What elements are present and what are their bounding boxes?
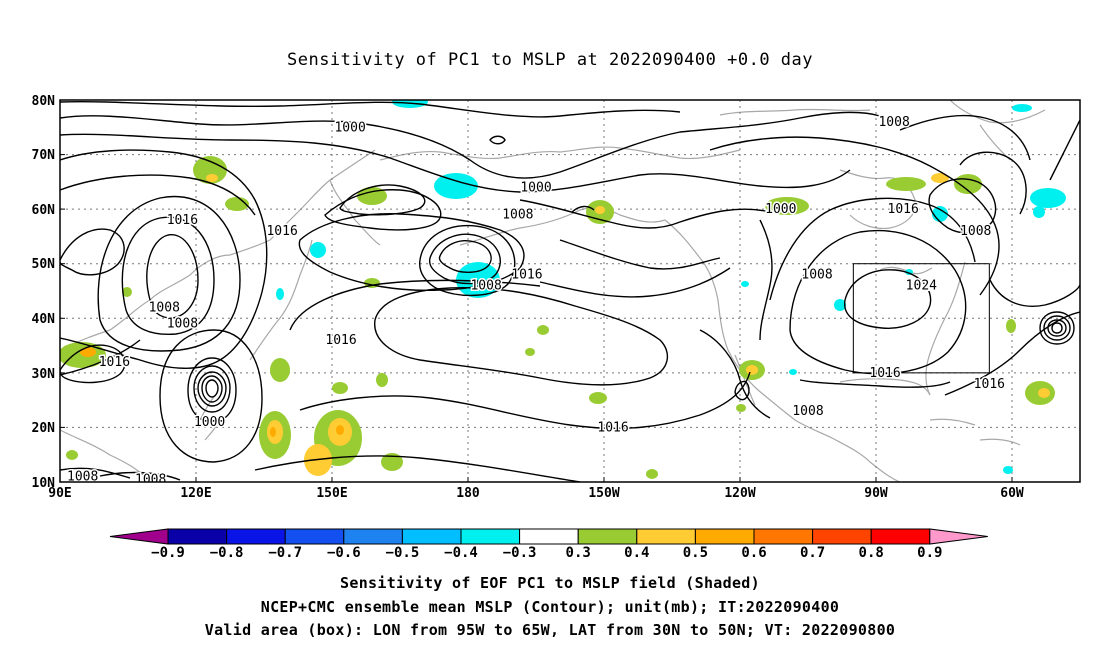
colorbar-max-arrow [929,528,988,545]
colorbar-label: −0.7 [268,545,302,561]
lat-tick-label: 10N [32,476,56,491]
colorbar-swatch [460,528,521,545]
colorbar-label: −0.8 [210,545,244,561]
lat-tick-label: 70N [32,148,56,163]
contour-label: 1016 [99,355,130,370]
lon-tick-label: 90W [864,486,888,501]
mslp-contours [60,100,1080,482]
contour-label: 1016 [597,420,628,435]
caption-valid-area: Valid area (box): LON from 95W to 65W, L… [204,621,896,639]
colorbar-swatch [636,528,696,545]
lat-tick-label: 80N [32,94,56,109]
colorbar-swatch [694,528,755,545]
lon-tick-label: 120E [180,486,211,501]
lat-axis: 80N 70N 60N 50N 40N 30N 20N 10N [32,94,65,491]
lat-tick-label: 60N [32,203,56,218]
lon-tick-label: 120W [724,486,755,501]
contour-label: 1008 [167,317,198,332]
contour-label: 1016 [167,213,198,228]
contour-label: 1000 [765,202,796,217]
colorbar-label: −0.4 [444,545,478,561]
lat-tick-label: 40N [32,312,56,327]
contour-label: 1016 [511,268,542,283]
caption-shading: Sensitivity of EOF PC1 to MSLP field (Sh… [340,574,760,592]
sensitivity-shading [60,100,1066,479]
lon-tick-label: 150W [588,486,619,501]
colorbar-label: −0.9 [151,545,185,561]
colorbar-swatch [401,528,462,545]
contour-label: 1008 [878,115,909,130]
contour-label: 1024 [906,279,937,294]
lon-tick-label: 180 [456,486,480,501]
colorbar-label: −0.6 [327,545,361,561]
contour-label: 1008 [502,208,533,223]
contour-label: 1000 [334,120,365,135]
lat-tick-label: 20N [32,421,56,436]
colorbar-swatch [577,528,638,545]
colorbar-swatch [812,528,872,545]
contour-label: 1016 [869,366,900,381]
contour-label: 1008 [149,300,180,315]
contour-label: 1008 [960,224,991,239]
contour-label: 1008 [792,404,823,419]
lat-tick-label: 30N [32,367,56,382]
contour-label: 1000 [520,180,551,195]
map-title: Sensitivity of PC1 to MSLP at 2022090400… [286,50,813,70]
caption-contour: NCEP+CMC ensemble mean MSLP (Contour); u… [260,598,840,616]
colorbar-label: 0.4 [624,545,649,561]
map-frame [59,99,1081,483]
lon-tick-label: 90E [48,486,71,501]
contour-label: 1000 [194,415,225,430]
colorbar-min-arrow [109,528,169,545]
colorbar-label: 0.5 [683,545,708,561]
coastlines [60,100,1046,482]
contour-label: 1016 [266,224,297,239]
colorbar-label: 0.3 [566,545,591,561]
colorbar-swatch [753,528,814,545]
colorbar: −0.9 −0.8 −0.7 −0.6 −0.5 −0.4 −0.3 0.3 0.4 0.5 0.6… [109,528,988,561]
contour-label: 1008 [135,472,166,487]
lon-tick-label: 150E [316,486,347,501]
colorbar-swatch [167,528,228,545]
map-plot-area [60,100,1080,482]
contour-label: 1008 [470,279,501,294]
colorbar-label: −0.3 [503,545,537,561]
colorbar-label: 0.7 [800,545,825,561]
colorbar-swatch [870,528,931,545]
contour-label: 1008 [67,470,98,485]
contour-label: 1016 [325,333,356,348]
lon-axis: 90E 120E 150E 180 150W 120W 90W 60W [48,477,1024,501]
colorbar-label: −0.5 [386,545,420,561]
contour-label: 1008 [801,268,832,283]
colorbar-swatch [343,528,403,545]
lon-tick-label: 60W [1000,486,1024,501]
colorbar-label: 0.6 [741,545,766,561]
lat-tick-label: 50N [32,257,56,272]
contour-labels: 1000 1008 1000 1008 1000 1016 1016 1016 1008 1008… [66,113,1007,487]
colorbar-swatch [519,528,579,545]
valid-area-box [852,263,990,374]
contour-label: 1016 [888,202,919,217]
colorbar-label: 0.8 [859,545,884,561]
contour-label: 1016 [974,377,1005,392]
colorbar-swatch [284,528,345,545]
colorbar-label: 0.9 [917,545,942,561]
colorbar-swatch [226,528,286,545]
